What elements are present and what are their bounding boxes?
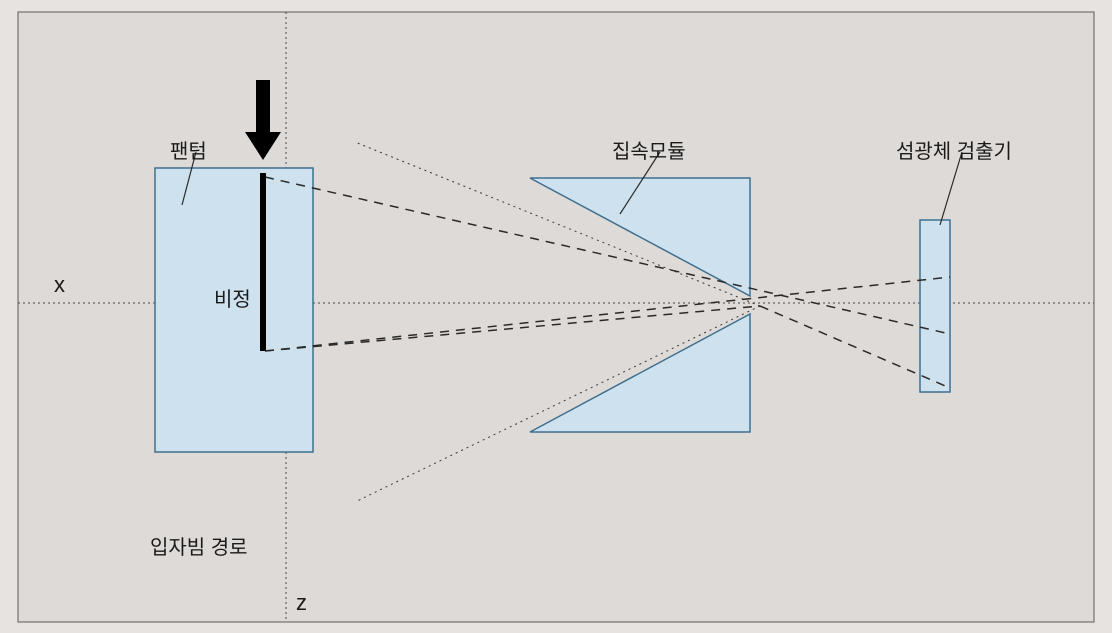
beam-track <box>260 173 266 351</box>
diagram-svg: 팬텀비정 집속모듈 섬광체 검출기입자빔 경로 x z <box>0 0 1112 633</box>
label-beam-path: 입자빔 경로 <box>150 536 248 559</box>
label-phantom: 팬텀 <box>170 140 207 163</box>
axis-label-z: z <box>296 590 307 615</box>
axis-label-x: x <box>54 272 65 297</box>
label-range: 비정 <box>214 288 251 311</box>
label-detector: 섬광체 검출기 <box>896 140 1012 163</box>
label-collimator: 집속모듈 <box>612 140 686 163</box>
detector-rect <box>920 220 950 392</box>
